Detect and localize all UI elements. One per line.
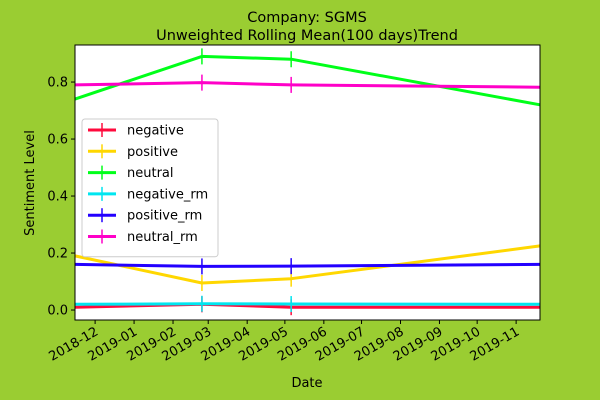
legend-label: neutral xyxy=(127,166,174,181)
series-line xyxy=(74,81,541,89)
y-axis: 0.0 0.2 0.4 0.6 0.8 xyxy=(47,76,75,319)
series-neutral-rm xyxy=(74,74,541,93)
legend-item: neutral xyxy=(88,165,174,181)
legend-label: neutral_rm xyxy=(127,230,198,245)
y-tick-label: 0.2 xyxy=(47,247,68,262)
series-neutral xyxy=(74,48,541,107)
series-line xyxy=(74,262,541,268)
legend-label: positive_rm xyxy=(127,209,202,224)
chart-title: Company: SGMS xyxy=(247,10,367,26)
y-tick-label: 0.0 xyxy=(47,304,68,319)
legend-label: negative xyxy=(127,124,184,139)
x-axis-label: Date xyxy=(291,376,322,391)
legend: negative positive neutral negative_rmpositi… xyxy=(81,118,219,258)
series-layer xyxy=(74,48,541,316)
legend-label: positive xyxy=(127,145,178,160)
legend-item: positive_rm xyxy=(88,208,202,224)
chart-subtitle: Unweighted Rolling Mean(100 days)Trend xyxy=(156,28,458,44)
series-negative-rm xyxy=(74,295,541,313)
series-line xyxy=(74,302,540,309)
legend-item: negative_rm xyxy=(88,186,208,202)
y-tick-label: 0.8 xyxy=(47,76,68,91)
series-line xyxy=(74,54,541,107)
legend-label: negative_rm xyxy=(127,187,208,202)
legend-item: negative xyxy=(88,123,184,139)
series-line xyxy=(74,302,541,306)
series-positive-rm xyxy=(74,258,541,275)
y-axis-label: Sentiment Level xyxy=(23,130,38,236)
series-line xyxy=(74,244,541,285)
y-tick-label: 0.4 xyxy=(47,190,68,205)
plot-frame xyxy=(74,44,541,321)
legend-item: positive xyxy=(88,144,178,160)
y-tick-label: 0.6 xyxy=(47,133,68,148)
legend-item: neutral_rm xyxy=(88,229,198,245)
legend-box xyxy=(81,118,219,258)
